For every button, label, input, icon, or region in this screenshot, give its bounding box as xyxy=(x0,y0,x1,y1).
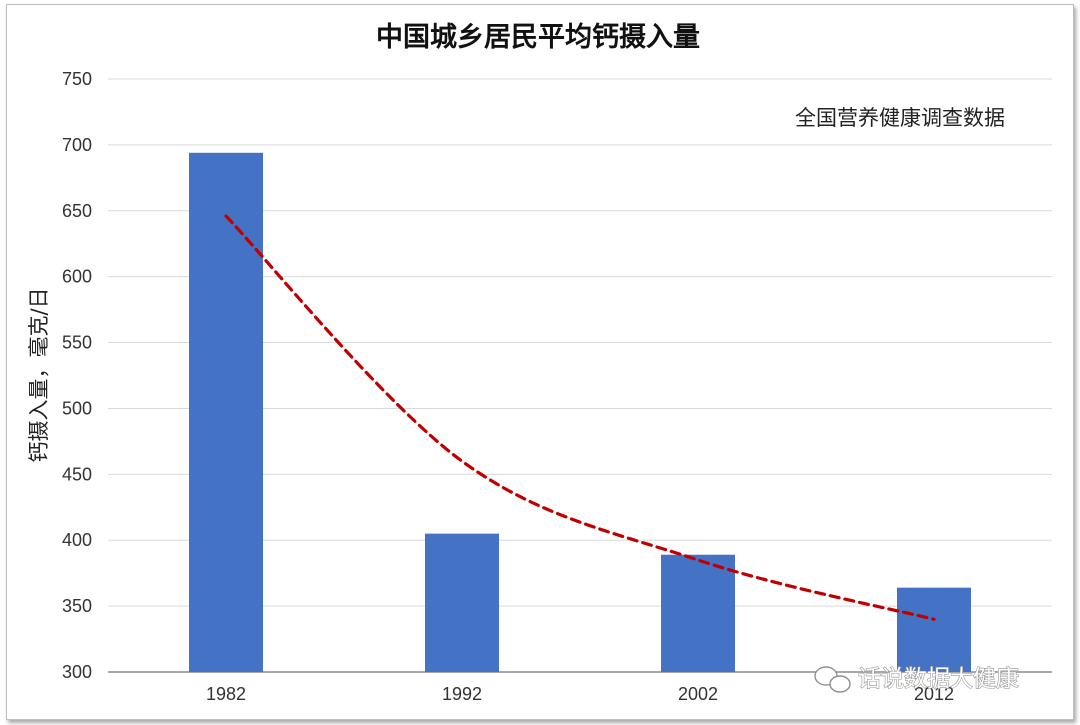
y-tick-label: 350 xyxy=(62,596,92,616)
y-tick-labels: 300 350 400 450 500 550 600 650 700 750 xyxy=(62,69,92,682)
bars xyxy=(189,152,971,673)
bar-1982 xyxy=(189,152,263,673)
x-tick-label: 1982 xyxy=(206,684,246,704)
bar-2002 xyxy=(661,554,735,672)
y-tick-label: 500 xyxy=(62,398,92,418)
y-tick-label: 600 xyxy=(62,267,92,287)
y-tick-label: 400 xyxy=(62,530,92,550)
chart-title: 中国城乡居民平均钙摄入量 xyxy=(376,22,700,53)
gridlines xyxy=(108,78,1052,673)
x-tick-label: 1992 xyxy=(442,684,482,704)
bar-2012 xyxy=(897,587,971,672)
y-tick-label: 550 xyxy=(62,333,92,353)
y-tick-label: 300 xyxy=(62,662,92,682)
chart-annotation: 全国营养健康调查数据 xyxy=(795,106,1005,130)
y-tick-label: 700 xyxy=(62,135,92,155)
x-tick-label: 2012 xyxy=(914,684,954,704)
x-tick-labels: 1982 1992 2002 2012 xyxy=(206,684,954,704)
y-tick-label: 450 xyxy=(62,464,92,484)
watermark-text: 话说数据大健康 xyxy=(858,666,1019,692)
trendline xyxy=(224,214,936,621)
y-tick-label: 650 xyxy=(62,201,92,221)
chart-frame xyxy=(6,4,1074,720)
wechat-icon xyxy=(814,666,851,693)
watermark: 话说数据大健康 xyxy=(814,665,1020,693)
y-axis-label: 钙摄入量，毫克/日 xyxy=(27,287,51,462)
y-tick-label: 750 xyxy=(62,69,92,89)
x-tick-label: 2002 xyxy=(678,684,718,704)
bar-1992 xyxy=(425,533,499,672)
